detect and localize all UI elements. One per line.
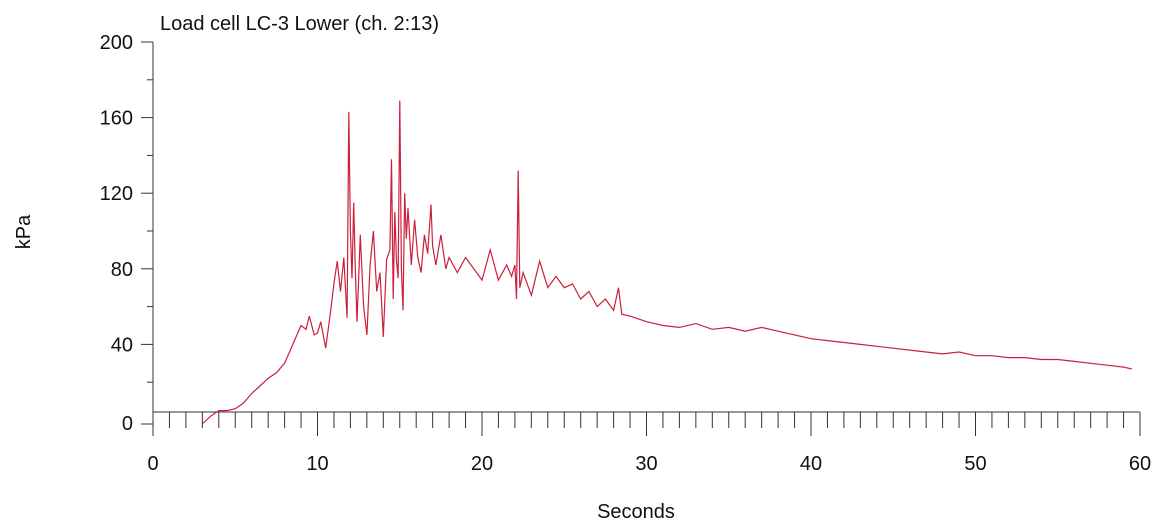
x-tick-label: 10: [306, 453, 328, 475]
y-tick-label: 0: [122, 413, 133, 435]
x-tick-label: 40: [800, 453, 822, 475]
y-tick-label: 40: [111, 334, 133, 356]
x-tick-label: 30: [635, 453, 657, 475]
axes: [141, 41, 1141, 436]
x-tick-label: 50: [964, 453, 986, 475]
x-tick-label: 20: [471, 453, 493, 475]
y-tick-label: 160: [100, 108, 133, 130]
chart-title: Load cell LC-3 Lower (ch. 2:13): [160, 13, 439, 35]
y-tick-label: 80: [111, 259, 133, 281]
x-axis-title: Seconds: [597, 501, 675, 523]
series-line: [201, 100, 1132, 425]
x-tick-label: 60: [1129, 453, 1151, 475]
y-axis-title: kPa: [13, 214, 35, 249]
y-tick-label: 200: [100, 32, 133, 54]
tick-labels: 0 40 80 120 160 200 0 10 20 30 40 50 60: [100, 32, 1152, 475]
x-tick-label: 0: [147, 453, 158, 475]
y-tick-label: 120: [100, 183, 133, 205]
